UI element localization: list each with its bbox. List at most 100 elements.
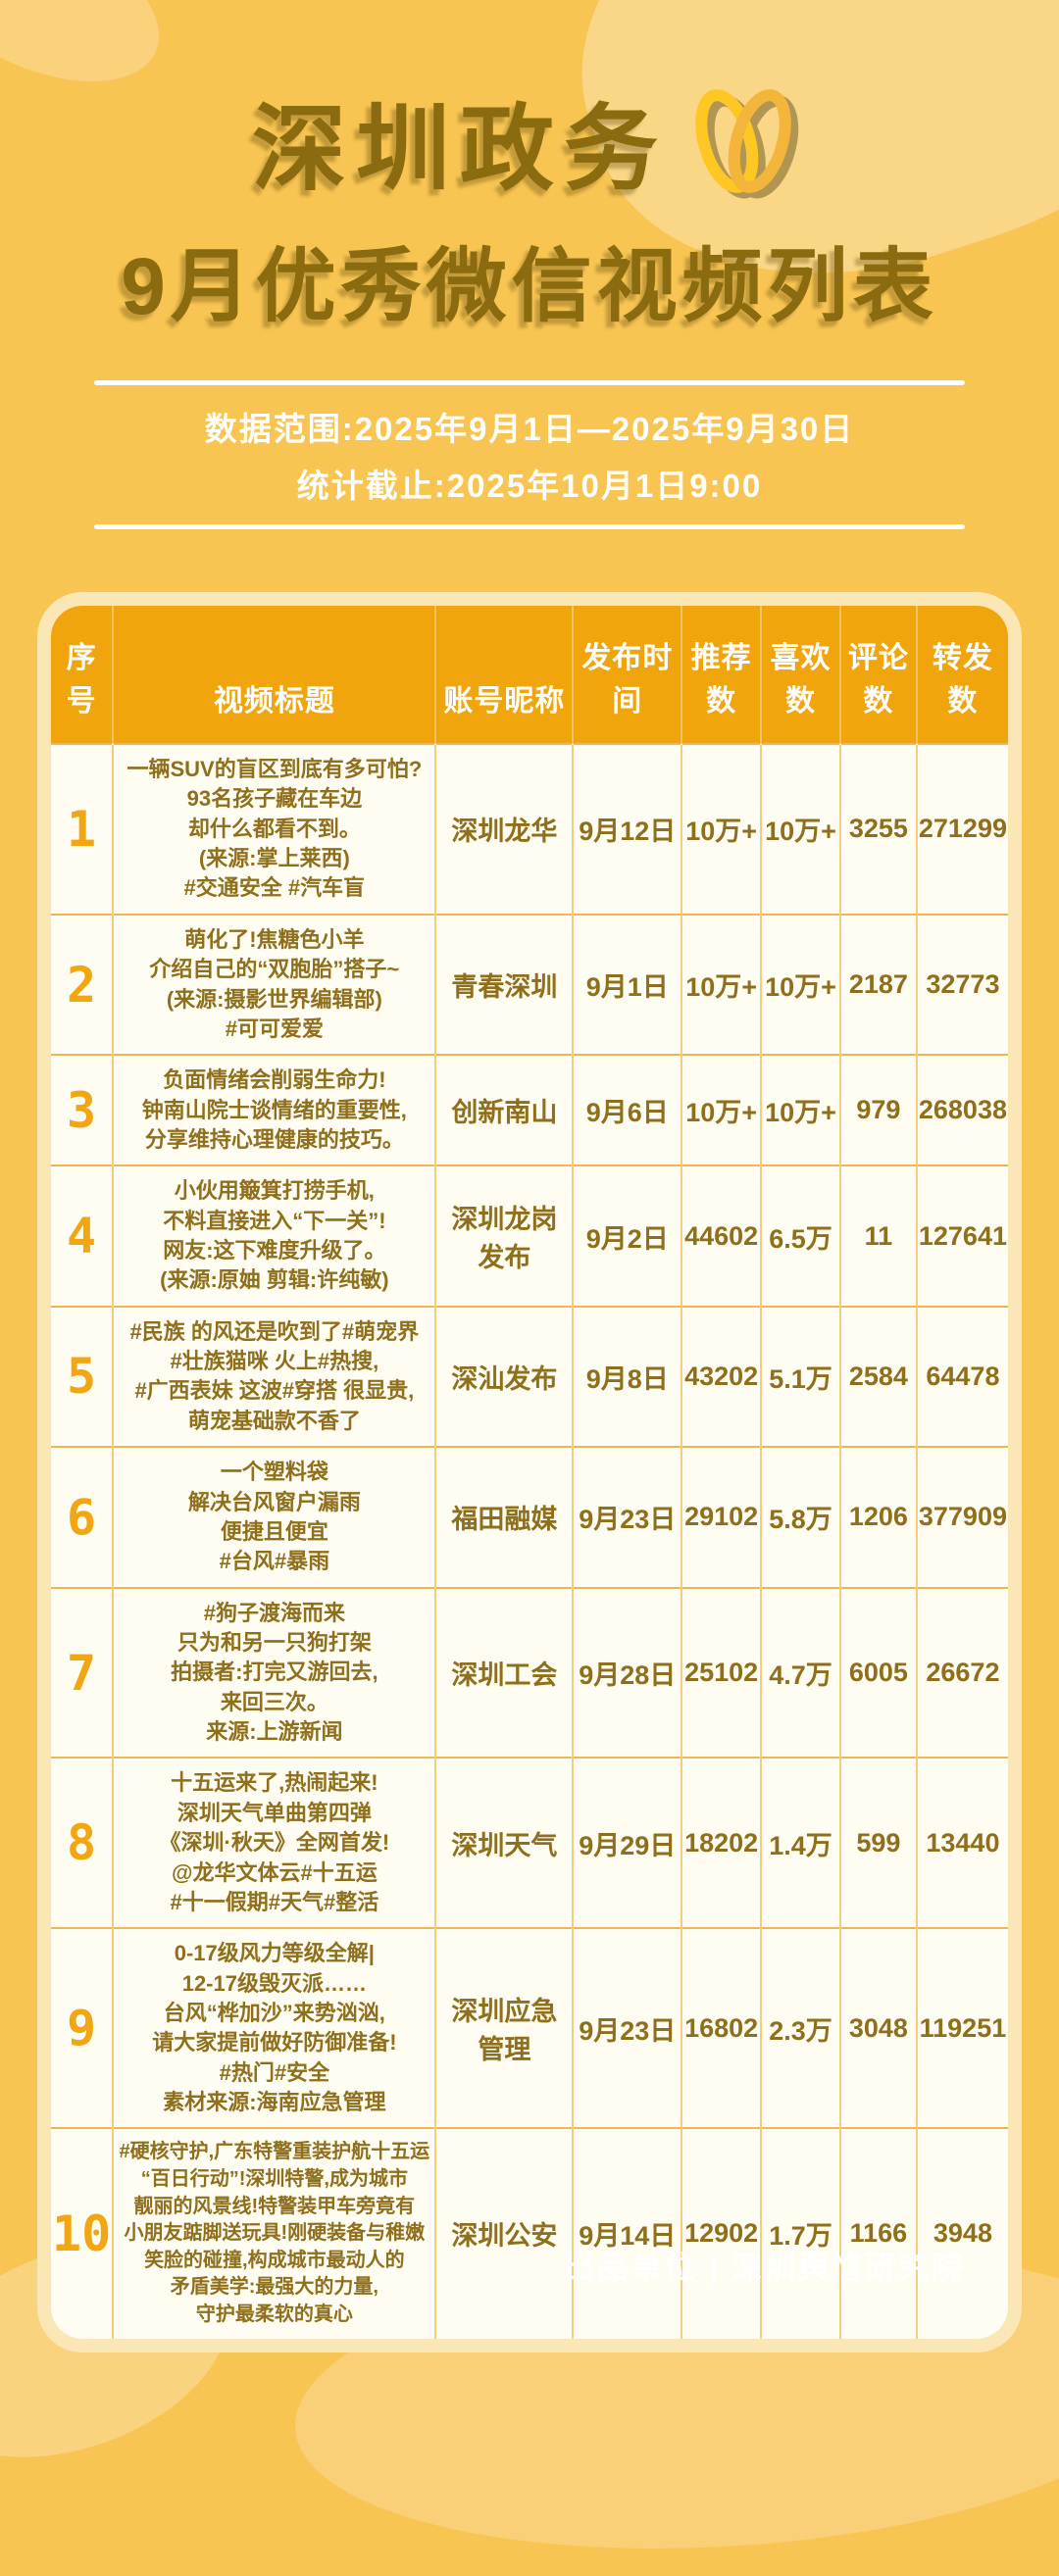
- share-count: 377909: [915, 1446, 1008, 1588]
- publish-date: 9月23日: [572, 1446, 682, 1588]
- table-row: 3 负面情绪会削弱生命力! 钟南山院士谈情绪的重要性, 分享维持心理健康的技巧。…: [51, 1054, 1008, 1166]
- row-number: 2: [51, 913, 114, 1056]
- video-title: 十五运来了,热闹起来! 深圳天气单曲第四弹 《深圳·秋天》全网首发! @龙华文体…: [112, 1757, 436, 1929]
- recommend-count: 12902: [681, 2127, 762, 2339]
- row-number: 5: [51, 1305, 114, 1448]
- row-number: 6: [51, 1446, 114, 1588]
- video-title: 一个塑料袋 解决台风窗户漏雨 便捷且便宜 #台风#暴雨: [112, 1446, 436, 1588]
- share-count: 268038: [915, 1054, 1008, 1166]
- like-count: 6.5万: [760, 1164, 840, 1307]
- stat-deadline-text: 统计截止:2025年10月1日9:00: [296, 468, 763, 504]
- account-name: 深圳天气: [434, 1757, 574, 1929]
- video-title: #狗子渡海而来 只为和另一只狗打架 拍摄者:打完又游回去, 来回三次。 来源:上…: [112, 1586, 436, 1759]
- share-count: 119251: [915, 1927, 1008, 2129]
- row-number: 7: [51, 1586, 114, 1759]
- share-count: 271299: [915, 743, 1008, 915]
- table-row: 6 一个塑料袋 解决台风窗户漏雨 便捷且便宜 #台风#暴雨 福田融媒 9月23日…: [51, 1446, 1008, 1588]
- publish-date: 9月12日: [572, 743, 682, 915]
- publish-date: 9月6日: [572, 1054, 682, 1166]
- column-header-likes: 喜欢数: [760, 606, 840, 744]
- like-count: 1.4万: [760, 1757, 840, 1929]
- video-ranking-table: 序号 视频标题 账号昵称 发布时间 推荐数 喜欢数 评论数 转发数 1 一辆SU…: [51, 606, 1008, 2339]
- table-row: 7 #狗子渡海而来 只为和另一只狗打架 拍摄者:打完又游回去, 来回三次。 来源…: [51, 1586, 1008, 1759]
- divider-line-bottom: [94, 524, 965, 529]
- row-number: 10: [51, 2127, 114, 2339]
- video-title: 0-17级风力等级全解| 12-17级毁灭派…… 台风“桦加沙”来势汹汹, 请大…: [112, 1927, 436, 2129]
- recommend-count: 25102: [681, 1586, 762, 1759]
- page-title-line1: 深圳政务: [252, 97, 668, 202]
- publish-date: 9月2日: [572, 1164, 682, 1307]
- video-title: 小伙用簸箕打捞手机, 不料直接进入“下一关”! 网友:这下难度升级了。 (来源:…: [112, 1164, 436, 1307]
- table-row: 4 小伙用簸箕打捞手机, 不料直接进入“下一关”! 网友:这下难度升级了。 (来…: [51, 1164, 1008, 1307]
- comment-count: 6005: [838, 1586, 917, 1759]
- column-header-account: 账号昵称: [434, 606, 574, 744]
- account-name: 深圳龙岗发布: [434, 1164, 574, 1307]
- column-header-index: 序号: [51, 606, 114, 744]
- share-count: 13440: [915, 1757, 1008, 1929]
- publish-date: 9月14日: [572, 2127, 682, 2339]
- comment-count: 1166: [838, 2127, 917, 2339]
- like-count: 1.7万: [760, 2127, 840, 2339]
- credit-text: 出品单位 | 深圳舆情研究院: [564, 2251, 965, 2285]
- comment-count: 2584: [838, 1305, 917, 1448]
- publish-date: 9月29日: [572, 1757, 682, 1929]
- table-row: 2 萌化了!焦糖色小羊 介绍自己的“双胞胎”搭子~ (来源:摄影世界编辑部) #…: [51, 913, 1008, 1056]
- account-name: 深圳工会: [434, 1586, 574, 1759]
- row-number: 9: [51, 1927, 114, 2129]
- poster-header: 深圳政务 9月优秀微信视频列表: [0, 0, 1059, 337]
- share-count: 26672: [915, 1586, 1008, 1759]
- publish-date: 9月23日: [572, 1927, 682, 2129]
- poster: 深圳政务 9月优秀微信视频列表 数据范围:2025年9月1日—2025年9月30…: [0, 0, 1059, 2353]
- like-count: 5.1万: [760, 1305, 840, 1448]
- account-name: 深汕发布: [434, 1305, 574, 1448]
- recommend-count: 10万+: [681, 743, 762, 915]
- account-name: 青春深圳: [434, 913, 574, 1056]
- publish-date: 9月28日: [572, 1586, 682, 1759]
- table-row: 9 0-17级风力等级全解| 12-17级毁灭派…… 台风“桦加沙”来势汹汹, …: [51, 1927, 1008, 2129]
- comment-count: 3048: [838, 1927, 917, 2129]
- share-count: 3948: [915, 2127, 1008, 2339]
- video-title: #民族 的风还是吹到了#萌宠界 #壮族猫咪 火上#热搜, #广西表妹 这波#穿搭…: [112, 1305, 436, 1448]
- share-count: 32773: [915, 913, 1008, 1056]
- comment-count: 11: [838, 1164, 917, 1307]
- data-range-text: 数据范围:2025年9月1日—2025年9月30日: [204, 411, 855, 447]
- divider-line-top: [94, 380, 965, 385]
- date-band: 数据范围:2025年9月1日—2025年9月30日 统计截止:2025年10月1…: [94, 380, 965, 529]
- table-row: 1 一辆SUV的盲区到底有多可怕? 93名孩子藏在车边 却什么都看不到。 (来源…: [51, 743, 1008, 915]
- publish-date: 9月8日: [572, 1305, 682, 1448]
- like-count: 5.8万: [760, 1446, 840, 1588]
- table-panel: 序号 视频标题 账号昵称 发布时间 推荐数 喜欢数 评论数 转发数 1 一辆SU…: [37, 592, 1022, 2353]
- video-title: 一辆SUV的盲区到底有多可怕? 93名孩子藏在车边 却什么都看不到。 (来源:掌…: [112, 743, 436, 915]
- like-count: 10万+: [760, 913, 840, 1056]
- recommend-count: 44602: [681, 1164, 762, 1307]
- poster-footer: 出品单位 | 深圳舆情研究院: [564, 2243, 965, 2287]
- comment-count: 3255: [838, 743, 917, 915]
- account-name: 深圳龙华: [434, 743, 574, 915]
- recommend-count: 18202: [681, 1757, 762, 1929]
- account-name: 深圳应急管理: [434, 1927, 574, 2129]
- like-count: 2.3万: [760, 1927, 840, 2129]
- recommend-count: 43202: [681, 1305, 762, 1448]
- table-row: 5 #民族 的风还是吹到了#萌宠界 #壮族猫咪 火上#热搜, #广西表妹 这波#…: [51, 1305, 1008, 1448]
- column-header-title: 视频标题: [112, 606, 436, 744]
- like-count: 10万+: [760, 743, 840, 915]
- column-header-date: 发布时间: [572, 606, 682, 744]
- comment-count: 979: [838, 1054, 917, 1166]
- like-count: 10万+: [760, 1054, 840, 1166]
- like-count: 4.7万: [760, 1586, 840, 1759]
- table-row: 8 十五运来了,热闹起来! 深圳天气单曲第四弹 《深圳·秋天》全网首发! @龙华…: [51, 1757, 1008, 1929]
- row-number: 1: [51, 743, 114, 915]
- account-name: 深圳公安: [434, 2127, 574, 2339]
- account-name: 福田融媒: [434, 1446, 574, 1588]
- page-title-line2: 9月优秀微信视频列表: [121, 242, 938, 331]
- column-header-shares: 转发数: [915, 606, 1008, 744]
- comment-count: 1206: [838, 1446, 917, 1588]
- recommend-count: 16802: [681, 1927, 762, 2129]
- column-header-comments: 评论数: [838, 606, 917, 744]
- wechat-channels-icon: [695, 88, 799, 198]
- row-number: 8: [51, 1757, 114, 1929]
- comment-count: 2187: [838, 913, 917, 1056]
- share-count: 64478: [915, 1305, 1008, 1448]
- recommend-count: 10万+: [681, 913, 762, 1056]
- recommend-count: 29102: [681, 1446, 762, 1588]
